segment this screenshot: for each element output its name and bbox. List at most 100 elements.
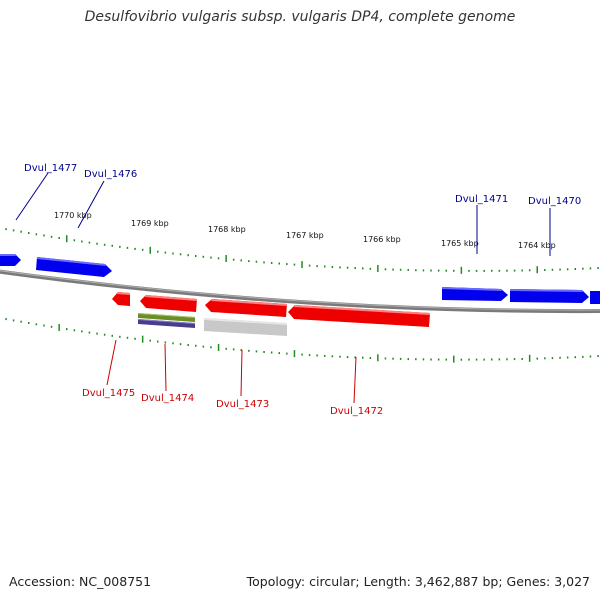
scale-tick-top-minor [172,252,174,255]
gene-arrow-offscreen[interactable] [590,291,600,304]
scale-tick-bottom-major [141,335,144,343]
gene-label-dvul-1471[interactable]: Dvul_1471 [455,194,508,205]
genome-summary-text: Topology: circular; Length: 3,462,887 bp… [246,574,590,589]
scale-tick-top-minor [316,265,318,268]
scale-tick-top-minor [217,257,220,260]
scale-tick-top-minor [187,254,189,257]
scale-tick-bottom-minor [278,352,280,355]
scale-tick-bottom-minor [536,357,538,360]
scale-tick-bottom-minor [468,358,470,361]
scale-tick-bottom-major [217,344,220,351]
scale-tick-bottom-minor [134,337,136,340]
gene-arrow-dvul-1475[interactable] [112,292,130,306]
gene-arrow-dvul-1470[interactable] [510,289,589,303]
scale-tick-bottom-minor [301,353,303,356]
leader-line-dvul-1475 [106,339,117,386]
gene-arrow-dvul-1473[interactable] [205,299,287,317]
scale-tick-top-minor [20,230,22,233]
scale-ticks-top [5,228,599,274]
scale-tick-bottom-minor [566,356,569,359]
scale-tick-top-major [225,255,227,262]
scale-tick-top-major [66,235,68,243]
scale-tick-bottom-minor [12,319,15,322]
scale-tick-top-minor [513,269,516,272]
scale-tick-top-minor [88,241,91,244]
scale-tick-bottom-minor [597,355,599,358]
scale-tick-bottom-major [528,354,531,362]
gene-arrow-dvul-1477[interactable] [0,254,21,266]
scale-tick-bottom-minor [506,358,508,361]
scale-tick-bottom-minor [88,331,91,334]
scale-tick-top-minor [255,260,258,263]
scale-tick-top-minor [248,260,250,263]
scale-tick-top-major [301,261,303,269]
scale-tick-top-minor [195,255,197,257]
gene-label-dvul-1477[interactable]: Dvul_1477 [24,163,77,174]
gene-arrow-dvul-1474[interactable] [140,295,197,312]
scale-label-1770: 1770 kbp [54,211,92,220]
scale-tick-top-minor [551,268,554,271]
scale-tick-top-minor [566,268,569,271]
scale-tick-top-minor [528,269,531,272]
scale-tick-bottom-minor [270,351,273,354]
leader-line-dvul-1476 [77,180,105,229]
gene-label-dvul-1474[interactable]: Dvul_1474 [141,393,194,404]
scale-tick-bottom-minor [286,352,288,355]
scale-tick-top-minor [12,229,15,232]
scale-tick-top-major [149,246,151,254]
gene-label-dvul-1470[interactable]: Dvul_1470 [528,196,581,207]
scale-tick-bottom-minor [544,357,546,360]
scale-tick-bottom-minor [50,325,53,328]
scale-tick-top-minor [293,263,296,266]
map-title: Desulfovibrio vulgaris subsp. vulgaris D… [84,9,516,25]
scale-tick-top-minor [415,269,417,272]
scale-tick-top-minor [278,262,280,265]
scale-tick-top-minor [331,266,334,268]
gene-arrow-dvul-1472[interactable] [288,305,430,327]
scale-tick-top-minor [407,269,409,271]
scale-tick-bottom-minor [73,329,76,332]
scale-tick-bottom-minor [498,358,501,361]
scale-tick-top-minor [506,269,508,272]
scale-tick-bottom-minor [103,333,106,336]
gene-label-dvul-1475[interactable]: Dvul_1475 [82,388,135,399]
gene-arrow-dvul-1476[interactable] [36,257,112,277]
scale-tick-bottom-minor [66,328,68,331]
gene-label-dvul-1473[interactable]: Dvul_1473 [216,399,269,410]
scale-tick-top-minor [164,251,167,254]
scale-tick-bottom-minor [362,356,364,359]
scale-tick-top-minor [498,269,501,272]
scale-tick-bottom-minor [187,344,189,346]
scale-tick-bottom-minor [574,356,576,359]
scale-tick-bottom-minor [263,351,265,353]
scale-tick-bottom-minor [582,355,584,358]
scale-tick-bottom-minor [324,354,326,357]
scale-tick-top-minor [202,255,205,258]
scale-tick-top-minor [286,263,288,266]
scale-tick-bottom-minor [28,322,30,324]
scale-tick-top-minor [96,242,98,245]
scale-tick-bottom-minor [195,344,197,347]
scale-tick-bottom-minor [35,323,38,326]
leader-line-dvul-1474 [164,343,167,392]
scale-tick-top-minor [324,265,326,268]
scale-tick-bottom-minor [369,357,372,359]
scale-tick-top-minor [263,261,265,264]
scale-tick-top-minor [232,258,235,261]
gene-label-dvul-1476[interactable]: Dvul_1476 [84,169,137,180]
gene-arrow-dvul-1471[interactable] [442,287,508,301]
scale-tick-top-minor [475,269,478,272]
scale-tick-bottom-minor [202,345,205,348]
gene-label-dvul-1472[interactable]: Dvul_1472 [330,406,383,417]
scale-tick-top-minor [43,234,45,237]
scale-tick-bottom-minor [149,339,151,342]
scale-tick-top-minor [339,266,341,269]
scale-tick-top-major [460,266,463,274]
scale-tick-bottom-minor [445,358,447,361]
scale-tick-bottom-major [293,350,296,358]
scale-tick-top-minor [437,269,440,272]
scale-tick-bottom-minor [316,354,318,357]
genome-backbone [0,269,600,314]
scale-tick-top-minor [384,268,387,271]
